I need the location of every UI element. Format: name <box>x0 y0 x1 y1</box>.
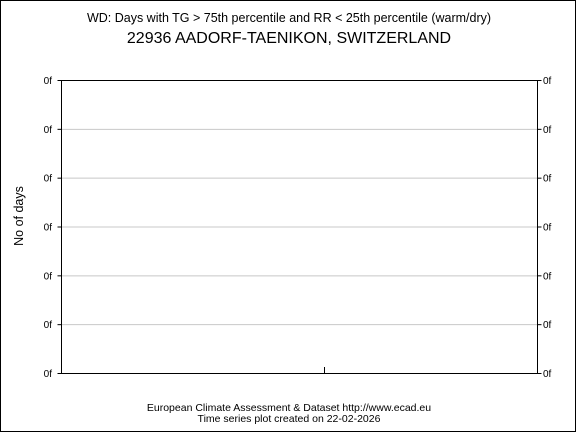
y-tick-label-right: 0f <box>543 369 552 380</box>
y-tick-label-right: 0f <box>543 271 552 282</box>
y-tick-label-left: 0f <box>44 320 53 331</box>
y-tick-label-right: 0f <box>543 76 552 87</box>
y-tick-label-left: 0f <box>44 76 53 87</box>
y-tick-label-right: 0f <box>543 125 552 136</box>
y-tick-labels: 0f 0f 0f 0f 0f 0f 0f 0f 0f 0f 0f 0f 0f 0f <box>44 76 552 380</box>
y-tick-label-left: 0f <box>44 174 53 185</box>
y-tick-label-left: 0f <box>44 223 53 234</box>
y-tick-label-right: 0f <box>543 174 552 185</box>
y-tick-label-right: 0f <box>543 320 552 331</box>
gridlines <box>61 128 538 326</box>
y-tick-label-left: 0f <box>44 369 53 380</box>
y-tick-label-right: 0f <box>543 223 552 234</box>
footer-created: Time series plot created on 22-02-2026 <box>198 413 381 425</box>
footer-source: European Climate Assessment & Dataset ht… <box>147 402 431 414</box>
chart-title: WD: Days with TG > 75th percentile and R… <box>87 11 491 25</box>
y-axis-label: No of days <box>12 186 26 246</box>
chart-subtitle: 22936 AADORF-TAENIKON, SWITZERLAND <box>127 30 451 47</box>
y-tick-label-left: 0f <box>44 271 53 282</box>
y-tick-label-left: 0f <box>44 125 53 136</box>
